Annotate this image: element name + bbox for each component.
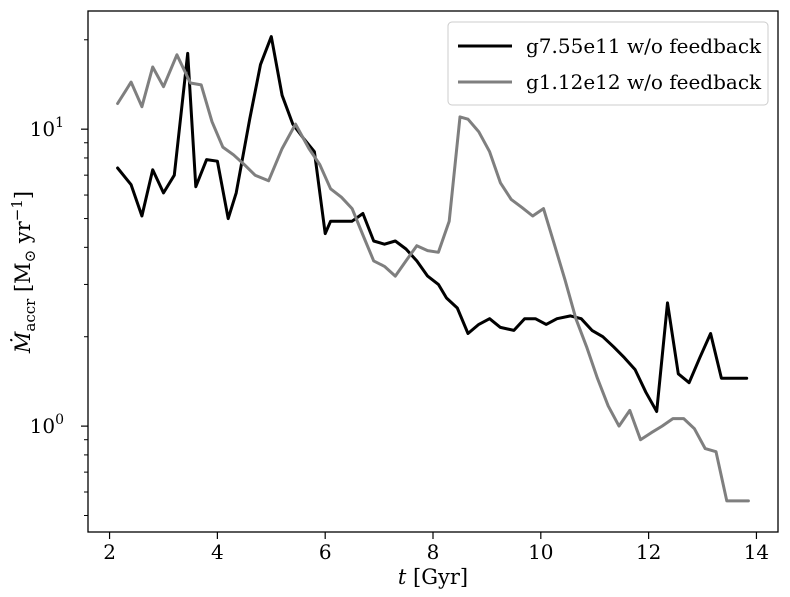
legend-label-series-2: g1.12e12 w/o feedback bbox=[526, 70, 762, 94]
x-tick-label: 12 bbox=[636, 540, 661, 564]
x-tick-label: 4 bbox=[211, 540, 224, 564]
y-axis-label: Ṁaccr [M⊙ yr−1] bbox=[8, 191, 39, 354]
ticks-layer: 2 4 6 8 10 12 14 100 101 bbox=[30, 39, 769, 564]
x-tick-label: 14 bbox=[744, 540, 769, 564]
legend-box bbox=[447, 21, 769, 106]
plot-frame bbox=[87, 10, 779, 533]
legend: g7.55e11 w/o feedback g1.12e12 w/o feedb… bbox=[447, 21, 769, 106]
x-tick-label: 2 bbox=[103, 540, 116, 564]
series-line-1 bbox=[116, 35, 749, 413]
series-line-2 bbox=[116, 53, 750, 503]
x-tick-label: 10 bbox=[528, 540, 553, 564]
x-tick-label: 6 bbox=[319, 540, 332, 564]
series-layer bbox=[116, 35, 750, 503]
x-tick-label: 8 bbox=[427, 540, 440, 564]
y-tick-label: 101 bbox=[30, 115, 64, 141]
x-axis-label: t [Gyr] bbox=[398, 565, 468, 589]
legend-label-series-1: g7.55e11 w/o feedback bbox=[526, 34, 762, 58]
y-tick-label: 100 bbox=[30, 412, 64, 438]
